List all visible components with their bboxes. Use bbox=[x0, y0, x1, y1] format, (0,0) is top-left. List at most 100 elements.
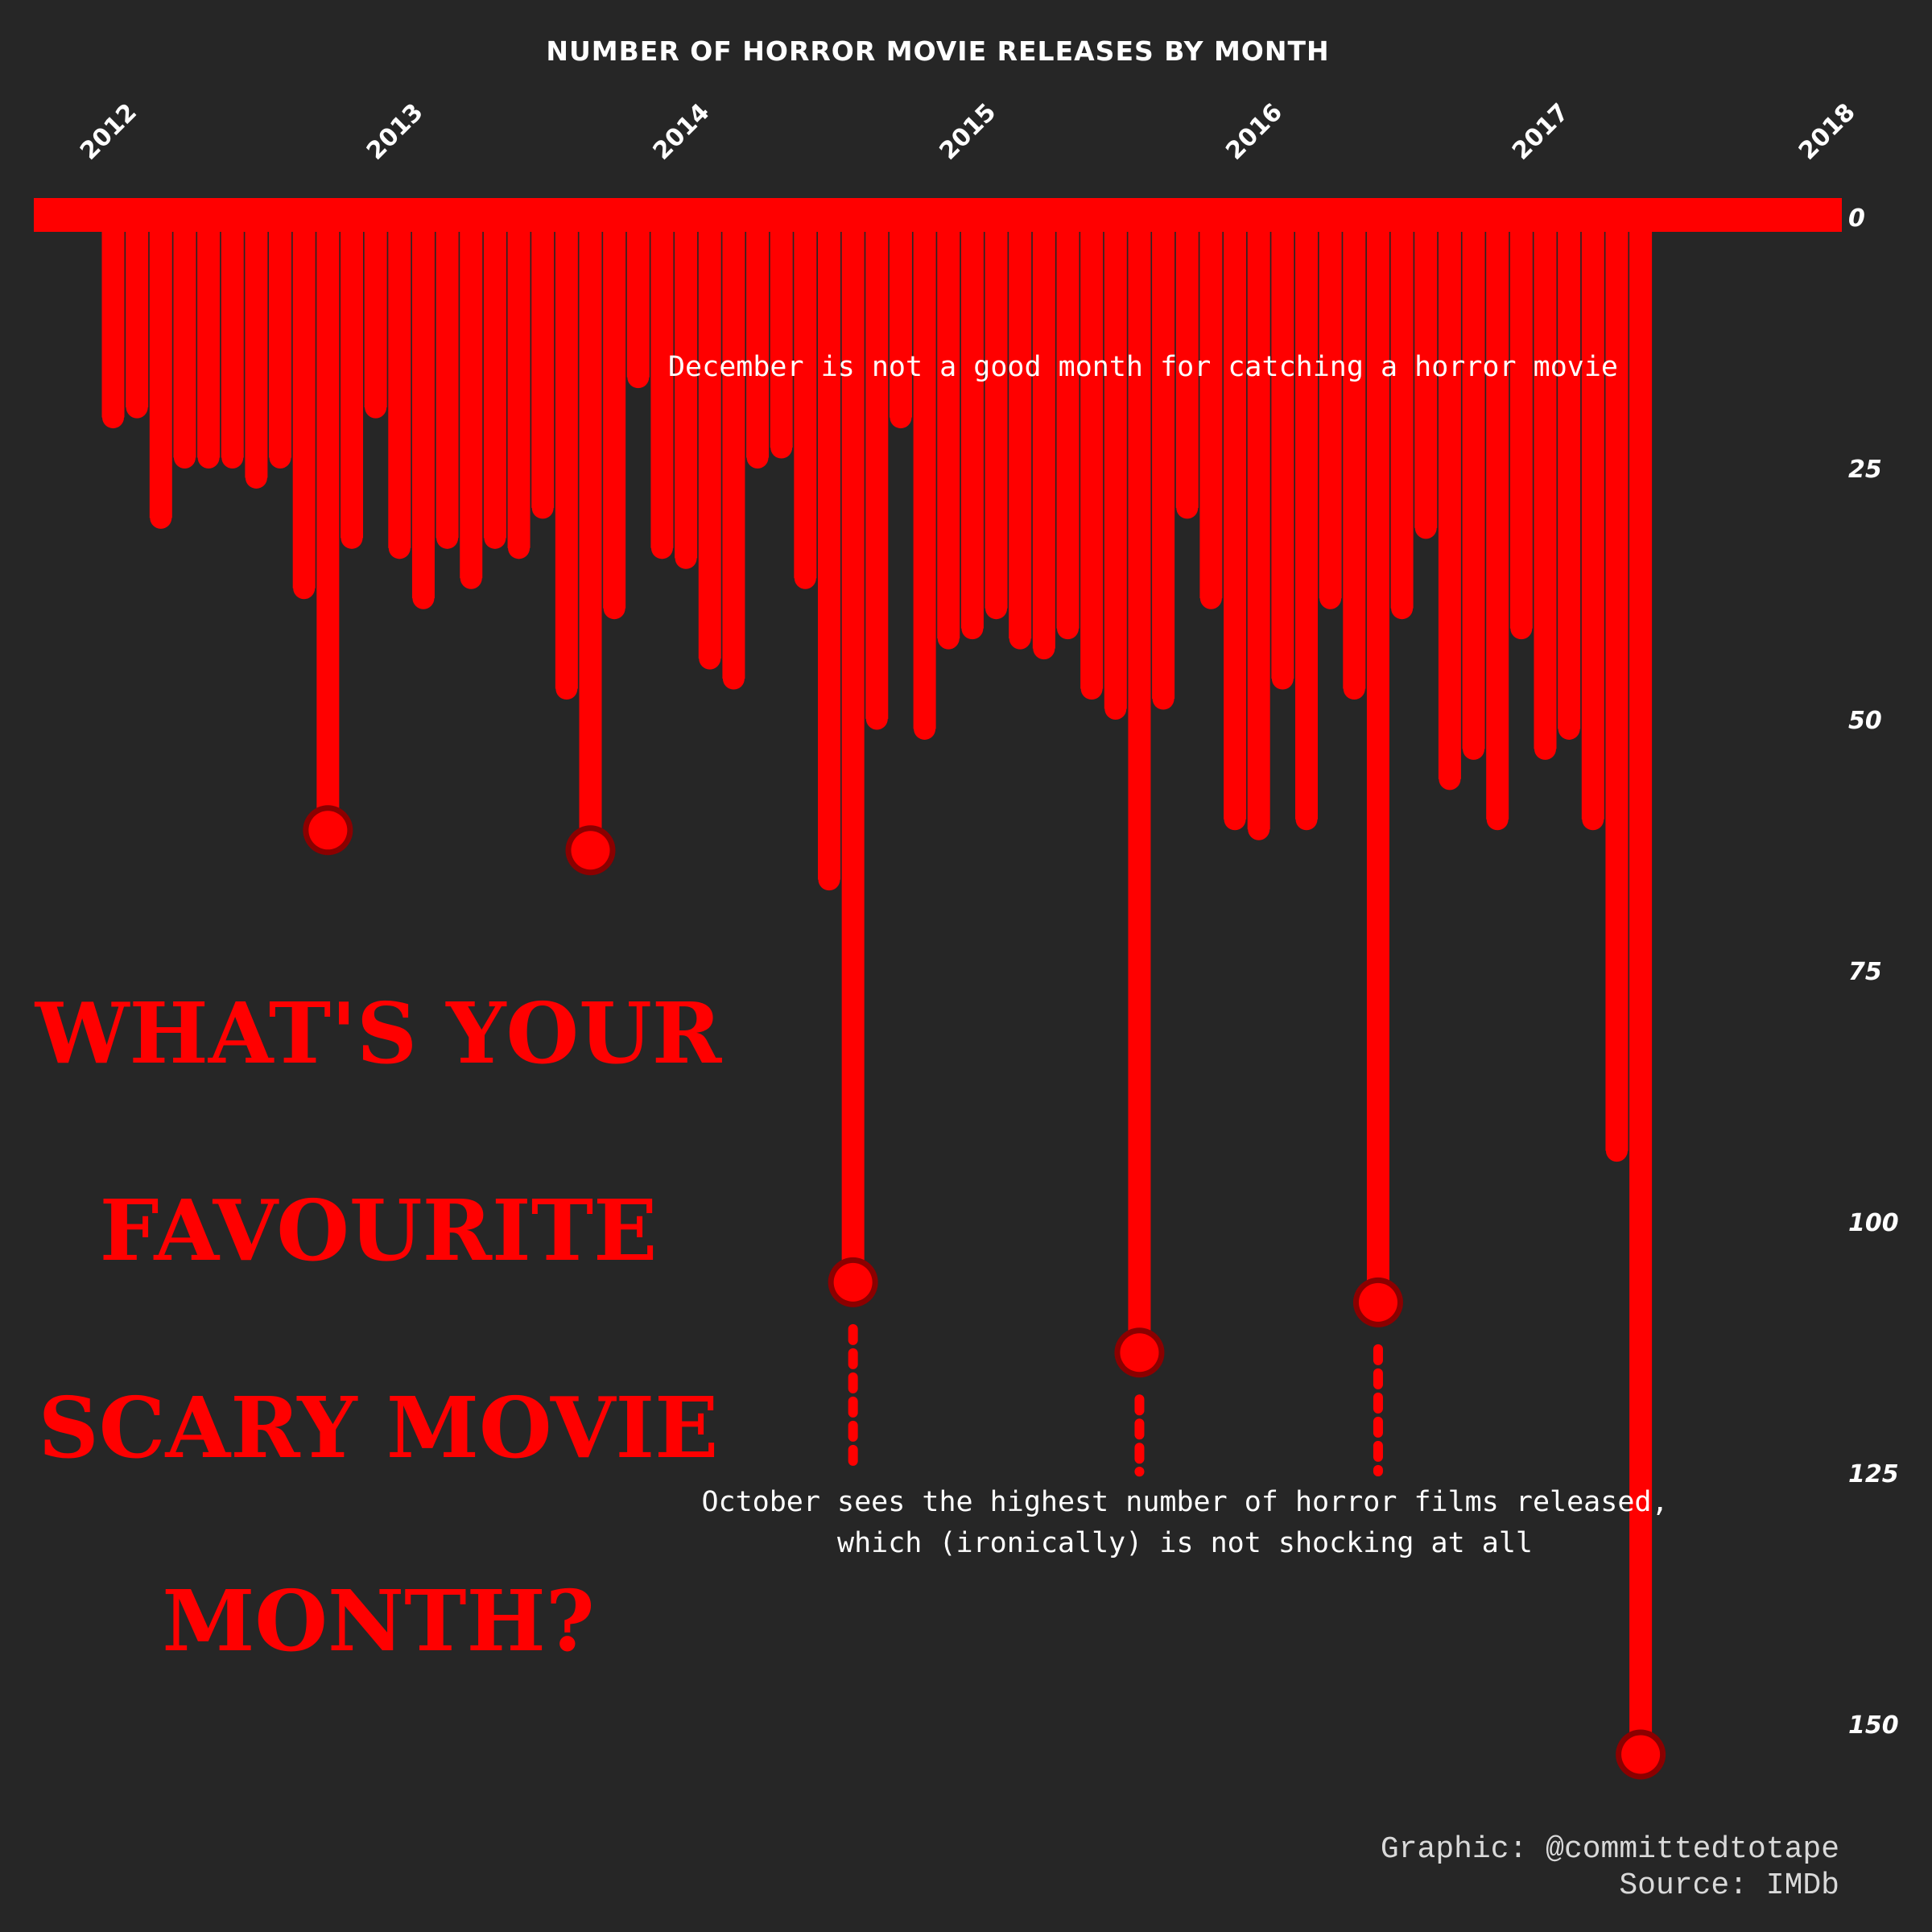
bar bbox=[1295, 225, 1318, 819]
bar bbox=[626, 225, 650, 378]
bar bbox=[341, 225, 363, 539]
bar-tip bbox=[770, 436, 793, 459]
bar bbox=[841, 225, 865, 1272]
bar bbox=[149, 225, 172, 518]
bar-tip bbox=[1558, 717, 1580, 740]
y-axis-tick-labels: 0 25 50 75 100 125 150 bbox=[1848, 204, 1899, 1740]
october-annotation-line1: October sees the highest number of horro… bbox=[701, 1486, 1668, 1518]
bar bbox=[889, 225, 912, 418]
october-annotation-line2: which (ironically) is not shocking at al… bbox=[837, 1527, 1533, 1559]
y-tick-label: 100 bbox=[1848, 1209, 1899, 1237]
credit-graphic: Graphic: @committedtotape bbox=[1381, 1832, 1839, 1867]
bar bbox=[1080, 225, 1104, 689]
y-tick-label: 25 bbox=[1848, 456, 1882, 484]
bar-tip bbox=[126, 396, 148, 419]
bar-tip bbox=[1391, 597, 1414, 620]
bar-tip bbox=[293, 577, 316, 600]
bar bbox=[101, 225, 125, 418]
bar-tip bbox=[269, 447, 291, 469]
credit-source: Source: IMDb bbox=[1619, 1868, 1839, 1903]
bar-tip bbox=[1152, 687, 1174, 710]
bar-tip bbox=[1582, 808, 1604, 831]
bar bbox=[746, 225, 770, 458]
chart-title: NUMBER OF HORROR MOVIE RELEASES BY MONTH bbox=[546, 35, 1329, 67]
year-label: 2016 bbox=[1220, 98, 1288, 166]
bar bbox=[960, 225, 984, 629]
bar bbox=[1581, 225, 1604, 819]
bar bbox=[698, 225, 721, 659]
bar bbox=[937, 225, 960, 639]
bar bbox=[1534, 225, 1557, 749]
bar bbox=[770, 225, 793, 448]
bar-tip bbox=[245, 466, 267, 489]
bar-tip bbox=[675, 547, 697, 569]
bar-tip bbox=[221, 447, 244, 469]
bar bbox=[1366, 225, 1389, 1292]
bar-tip bbox=[484, 526, 506, 549]
bar-tip bbox=[627, 366, 650, 389]
y-tick-label: 50 bbox=[1848, 707, 1882, 735]
drop-dot bbox=[308, 811, 348, 850]
bar-tip bbox=[865, 708, 888, 730]
bar bbox=[1509, 225, 1533, 629]
x-axis-year-labels: 2012 2013 2014 2015 2016 2017 2018 bbox=[75, 98, 1861, 166]
headline: WHAT'S YOUR FAVOURITE SCARY MOVIE MONTH? bbox=[35, 984, 723, 1670]
bar bbox=[985, 225, 1008, 609]
headline-line-3: SCARY MOVIE bbox=[39, 1378, 719, 1477]
bar-tip bbox=[603, 597, 625, 620]
y-tick-label: 75 bbox=[1848, 958, 1882, 986]
headline-line-1: WHAT'S YOUR bbox=[35, 984, 723, 1083]
drop-dot bbox=[1358, 1282, 1397, 1322]
bar-tip bbox=[1414, 517, 1437, 539]
bar bbox=[436, 225, 459, 539]
bar-tip bbox=[1104, 698, 1127, 720]
bar bbox=[1462, 225, 1485, 749]
drop-dot bbox=[1621, 1735, 1661, 1774]
bar-tip bbox=[508, 537, 530, 559]
bar bbox=[1199, 225, 1223, 599]
bar-tip bbox=[1271, 667, 1294, 690]
bar bbox=[1128, 225, 1151, 1342]
bar bbox=[316, 225, 340, 819]
bar-tip bbox=[341, 526, 363, 549]
bar-tip bbox=[746, 447, 769, 469]
bar-tip bbox=[1343, 678, 1365, 700]
bar bbox=[579, 225, 602, 840]
year-label: 2017 bbox=[1507, 98, 1575, 166]
bar-tip bbox=[388, 537, 411, 559]
y-tick-label: 150 bbox=[1848, 1711, 1899, 1740]
year-label: 2014 bbox=[648, 98, 716, 166]
bar-tip bbox=[531, 497, 554, 519]
bar-tip bbox=[1534, 737, 1556, 760]
bar bbox=[245, 225, 268, 478]
bar bbox=[555, 225, 578, 689]
bar bbox=[1271, 225, 1294, 679]
bar bbox=[507, 225, 530, 548]
bar-tip bbox=[699, 647, 721, 670]
bar bbox=[1104, 225, 1127, 709]
year-label: 2013 bbox=[361, 98, 429, 166]
dashed-connectors bbox=[848, 1323, 1383, 1477]
bar bbox=[126, 225, 149, 408]
bar-tip bbox=[650, 537, 673, 559]
bar bbox=[650, 225, 674, 548]
bar-tip bbox=[1439, 768, 1461, 791]
bar-tip bbox=[555, 678, 578, 700]
bar-tip bbox=[365, 396, 387, 419]
bar bbox=[173, 225, 196, 458]
bar-series bbox=[101, 225, 1653, 1755]
bar-tip bbox=[1199, 587, 1222, 609]
year-label: 2015 bbox=[934, 98, 1001, 166]
drop-dot bbox=[571, 831, 610, 870]
headline-line-4: MONTH? bbox=[162, 1571, 594, 1670]
bar bbox=[460, 225, 483, 579]
bar bbox=[865, 225, 889, 719]
bar bbox=[292, 225, 316, 588]
bar-tip bbox=[1009, 627, 1031, 650]
bar bbox=[1629, 225, 1653, 1744]
bar bbox=[197, 225, 221, 458]
bar-tip bbox=[1319, 587, 1342, 609]
highlight-drops bbox=[303, 805, 1666, 1780]
bar bbox=[1605, 225, 1629, 1151]
